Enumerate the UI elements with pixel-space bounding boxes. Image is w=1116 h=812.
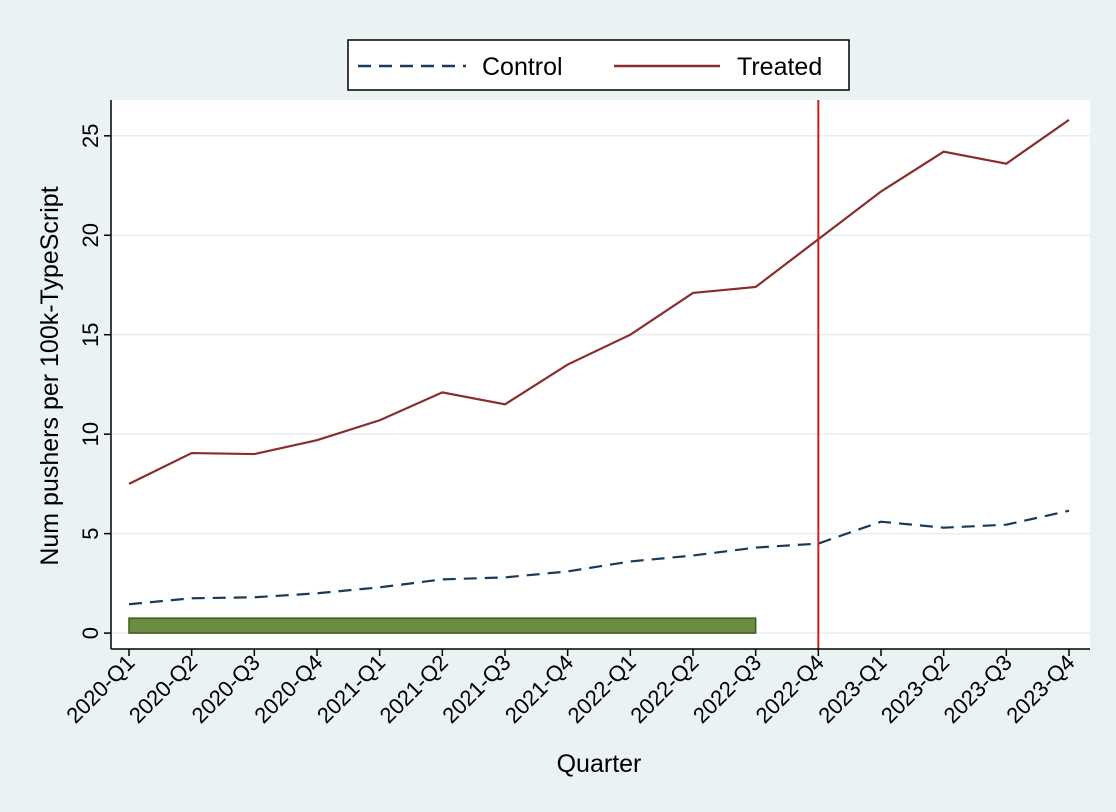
series-line-treated: [128, 118, 1070, 485]
y-tick-label: 5: [78, 528, 103, 540]
shaded-bar: [128, 617, 757, 634]
series-lines: [128, 118, 1070, 606]
x-axis-title: Quarter: [557, 750, 642, 778]
y-tick-label: 15: [78, 322, 103, 346]
plot-area: [111, 100, 1090, 649]
shaded-bars: [128, 617, 757, 634]
y-tick-label: 20: [78, 223, 103, 247]
y-tick-label: 25: [78, 124, 103, 148]
y-axis-title: Num pushers per 100k-TypeScript: [36, 186, 64, 565]
y-tick-label: 0: [78, 627, 103, 639]
legend: Control Treated: [347, 39, 850, 91]
y-axis-ticks: 0 5 10 15 20 25: [78, 124, 111, 639]
legend-label-control: Control: [482, 53, 563, 81]
axes: [110, 100, 1090, 650]
legend-label-treated: Treated: [737, 53, 822, 81]
series-line-control: [128, 509, 1070, 606]
y-tick-label: 10: [78, 422, 103, 446]
